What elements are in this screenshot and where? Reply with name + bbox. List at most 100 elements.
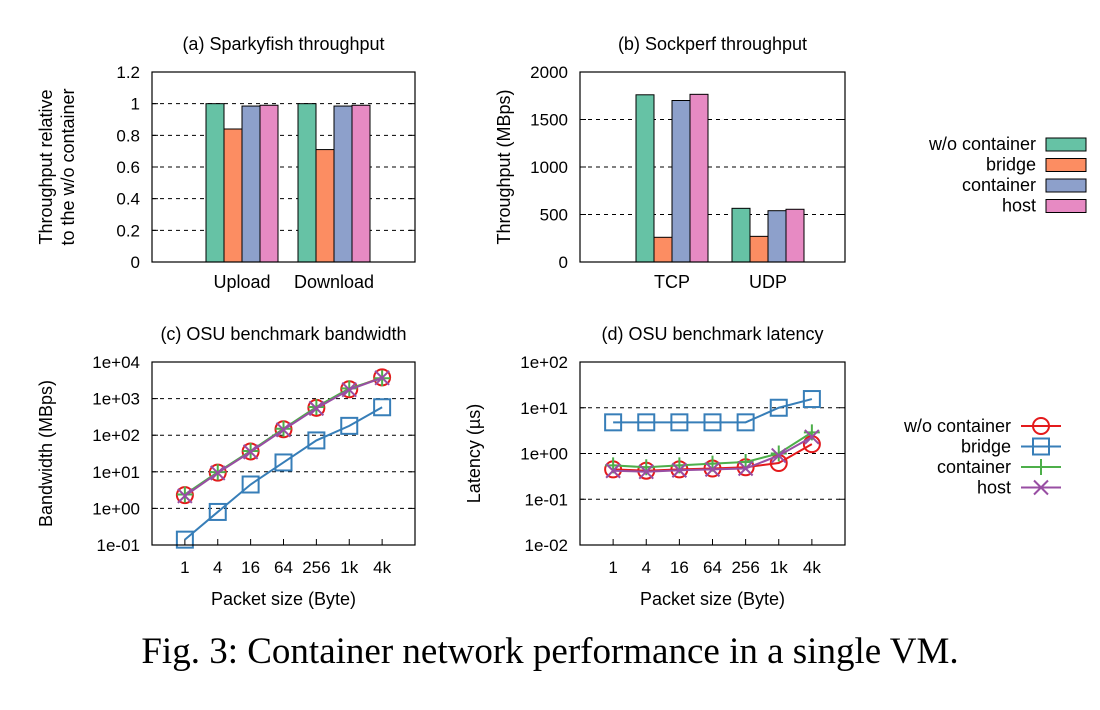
chart-a-bar-upload-bridge	[223, 128, 243, 263]
line-legend-marker	[1033, 479, 1049, 496]
chart-d-point-host	[737, 460, 754, 477]
chart-c-ytick-label: 1e+04	[92, 353, 140, 372]
line-legend-marker	[1033, 459, 1049, 475]
chart-d-point-bridge	[769, 398, 788, 417]
bar-legend-label: container	[962, 175, 1036, 195]
chart-c-xtick-label: 4k	[373, 558, 391, 577]
chart-b-title: (b) Sockperf throughput	[618, 34, 807, 54]
line-legend-label: bridge	[961, 437, 1011, 457]
chart-d-point-bridge	[637, 413, 656, 432]
chart-c-title: (c) OSU benchmark bandwidth	[160, 324, 406, 344]
chart-b-ytick-label: 1000	[530, 158, 568, 177]
chart-a-ytick-label: 0.8	[116, 126, 140, 145]
chart-d-title: (d) OSU benchmark latency	[601, 324, 823, 344]
chart-c-ytick-label: 1e+01	[92, 463, 140, 482]
chart-a-bar-upload-wocontainer	[205, 103, 225, 263]
chart-c-ytick-label: 1e+03	[92, 390, 140, 409]
chart-d-ytick-label: 1e-02	[525, 536, 568, 555]
chart-c-ylabel: Bandwidth (MBps)	[36, 380, 56, 527]
chart-a-bar-download-container	[333, 105, 353, 263]
chart-d-ylabel: Latency (µs)	[464, 404, 484, 503]
bar-legend-swatch	[1045, 199, 1087, 213]
chart-d-xtick-label: 64	[703, 558, 722, 577]
chart-b-bar-udp-bridge	[749, 235, 769, 263]
chart-a-ytick-label: 1	[131, 95, 140, 114]
chart-c-point-bridge	[274, 453, 293, 472]
chart-d-point-host	[771, 447, 787, 464]
chart-d-xtick-label: 16	[670, 558, 689, 577]
chart-d-xtick-label: 4k	[803, 558, 821, 577]
chart-c-point-bridge	[307, 431, 326, 450]
chart-a-frame	[151, 71, 416, 263]
chart-d-point-host	[605, 463, 621, 479]
chart-c-ytick-label: 1e+00	[92, 499, 140, 518]
chart-c-xtick-label: 1	[180, 558, 189, 577]
chart-c-point-host	[374, 370, 390, 386]
chart-d-point-host	[671, 462, 688, 478]
chart-d-ytick-label: 1e+02	[520, 353, 568, 372]
figure-caption: Fig. 3: Container network performance in…	[141, 631, 959, 672]
chart-c-xtick-label: 256	[302, 558, 330, 577]
chart-b-bar-tcp-host	[689, 93, 709, 263]
chart-c-point-bridge	[208, 502, 227, 521]
chart-c-point-host	[177, 488, 193, 504]
chart-c-point-bridge	[340, 416, 359, 435]
chart-d-point-bridge	[736, 413, 755, 432]
chart-b-bar-udp-wocontainer	[731, 207, 751, 263]
chart-d-xlabel: Packet size (Byte)	[640, 589, 785, 609]
chart-b-frame	[579, 71, 846, 263]
chart-a-ytick-label: 0.6	[116, 158, 140, 177]
bar-legend-label: w/o container	[928, 134, 1036, 154]
chart-d-point-bridge	[802, 390, 821, 409]
chart-a-ylabel-line1: Throughput relative	[36, 89, 56, 244]
chart-d-ytick-label: 1e-01	[525, 490, 568, 509]
chart-b-bar-udp-host	[785, 208, 805, 263]
chart-a-xtick-label: Download	[294, 272, 374, 292]
chart-a-ytick-label: 0.2	[116, 221, 140, 240]
chart-a-title: (a) Sparkyfish throughput	[182, 34, 384, 54]
chart-b-ytick-label: 1500	[530, 111, 568, 130]
chart-a-xtick-label: Upload	[213, 272, 270, 292]
chart-d-point-host	[704, 461, 721, 478]
chart-d-ytick-label: 1e+00	[520, 445, 568, 464]
chart-b-xtick-label: UDP	[749, 272, 787, 292]
chart-a-bar-download-wocontainer	[297, 103, 317, 263]
chart-a-ytick-label: 0	[131, 253, 140, 272]
chart-a-bar-download-bridge	[315, 149, 335, 263]
line-legend-marker	[1032, 437, 1050, 456]
chart-d-xtick-label: 1	[608, 558, 617, 577]
bar-legend-label: bridge	[986, 155, 1036, 175]
chart-c-frame	[151, 361, 416, 546]
line-legend-label: host	[977, 478, 1011, 498]
line-legend-marker	[1032, 417, 1050, 435]
line-legend-label: w/o container	[903, 416, 1011, 436]
chart-a-ytick-label: 1.2	[116, 63, 140, 82]
chart-b-ytick-label: 0	[559, 253, 568, 272]
chart-a-ylabel-line2: to the w/o container	[58, 88, 78, 245]
chart-c-xtick-label: 1k	[340, 558, 358, 577]
chart-c-point-host	[341, 381, 357, 398]
chart-a-bar-upload-container	[241, 105, 261, 263]
chart-a-bar-download-host	[351, 104, 371, 263]
chart-d-line-bridge	[613, 398, 813, 424]
line-legend-label: container	[937, 457, 1011, 477]
chart-b-ylabel: Throughput (MBps)	[494, 89, 514, 244]
chart-d-xtick-label: 1k	[770, 558, 788, 577]
chart-c-line-bridge	[184, 406, 383, 541]
bar-legend-swatch	[1045, 158, 1087, 172]
bar-legend-swatch	[1045, 178, 1087, 193]
chart-d-point-bridge	[670, 413, 689, 432]
bar-legend-swatch	[1045, 137, 1087, 152]
chart-c-point-host	[308, 400, 325, 417]
chart-c-point-host	[210, 465, 226, 481]
chart-b-bar-tcp-wocontainer	[635, 94, 655, 263]
chart-c-xlabel: Packet size (Byte)	[211, 589, 356, 609]
chart-a-bar-upload-host	[259, 104, 279, 263]
chart-c-point-host	[242, 444, 259, 460]
chart-d-point-bridge	[604, 413, 623, 432]
chart-b-ytick-label: 2000	[530, 63, 568, 82]
chart-b-xtick-label: TCP	[654, 272, 690, 292]
chart-c-xtick-label: 16	[241, 558, 260, 577]
bar-legend-label: host	[1002, 196, 1036, 216]
chart-a-ytick-label: 0.4	[116, 190, 140, 209]
